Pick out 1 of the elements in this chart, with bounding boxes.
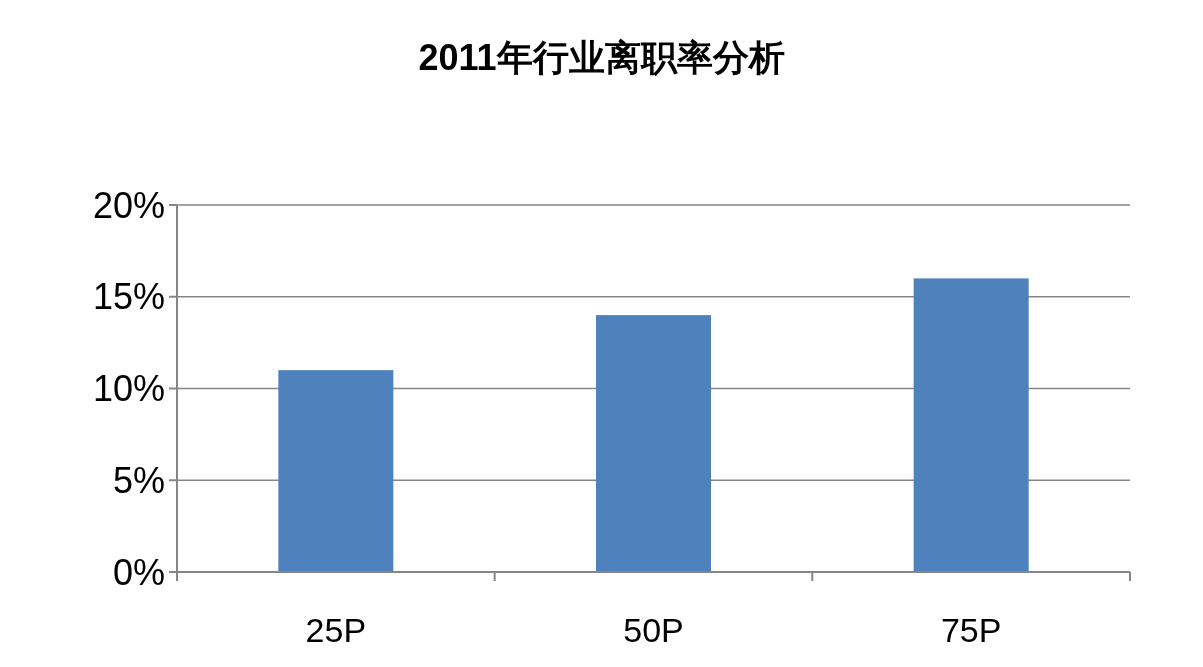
title: 2011年行业离职率分析 bbox=[418, 37, 785, 78]
